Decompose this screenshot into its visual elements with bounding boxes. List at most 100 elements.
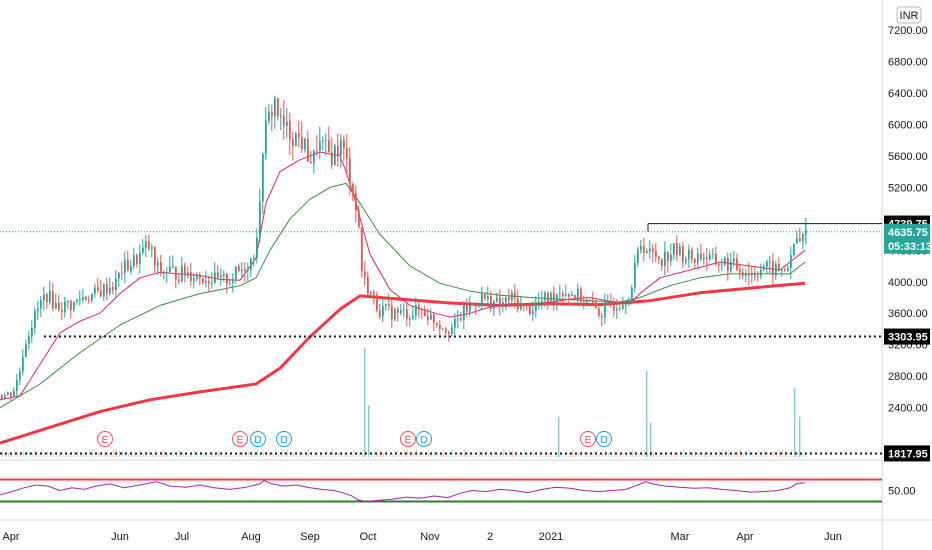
volume-bar <box>104 453 106 457</box>
volume-bar <box>620 452 622 457</box>
candle-body <box>19 371 21 381</box>
candle-body <box>160 262 162 274</box>
candle-body <box>352 184 354 194</box>
volume-bar <box>218 450 220 457</box>
price-tick-label: 5200.00 <box>888 182 928 194</box>
candle-body <box>58 302 60 311</box>
time-tick-label: Sep <box>300 531 320 543</box>
candle-body <box>28 336 30 345</box>
currency-badge[interactable] <box>896 6 922 24</box>
candle-body <box>49 291 51 303</box>
candle-body <box>436 322 438 325</box>
event-circle <box>596 431 612 447</box>
volume-bar <box>587 452 589 457</box>
volume-bar <box>71 452 73 457</box>
dividend-event-marker: D <box>276 431 292 447</box>
volume-bar <box>389 454 391 457</box>
volume-bar <box>17 453 19 457</box>
candle-body <box>67 300 69 302</box>
candle-body <box>649 248 651 252</box>
volume-bar <box>401 453 403 457</box>
volume-bar <box>317 453 319 457</box>
volume-bar <box>476 453 478 457</box>
volume-bar <box>524 451 526 457</box>
candle-body <box>520 303 522 310</box>
volume-bar <box>137 454 139 457</box>
price-tick-label: 2400.00 <box>888 403 928 415</box>
rsi-pane: 50.00 <box>0 478 916 503</box>
candle-body <box>205 281 207 283</box>
volume-bar <box>626 452 628 457</box>
volume-bar <box>293 452 295 457</box>
volume-bar <box>188 454 190 457</box>
candle-body <box>61 310 63 313</box>
volume-bar <box>347 454 349 457</box>
candle-body <box>631 287 633 303</box>
candle-body <box>757 275 759 277</box>
candle-body <box>211 282 213 284</box>
earnings-event-marker: E <box>232 431 248 447</box>
candle-body <box>151 247 153 249</box>
volume-bar <box>284 451 286 457</box>
volume-bar <box>62 452 64 457</box>
volume-bar <box>509 449 511 457</box>
candle-body <box>625 304 627 306</box>
event-circle <box>232 431 248 447</box>
candle-body <box>298 133 300 138</box>
candle-body <box>433 314 435 323</box>
candle-body <box>139 252 141 264</box>
event-circle <box>97 431 113 447</box>
candle-body <box>124 259 126 273</box>
candle-body <box>568 294 570 297</box>
candle-body <box>595 301 597 309</box>
rsi-tick-label: 50.00 <box>888 486 916 498</box>
candle-body <box>388 304 390 307</box>
candle-body <box>379 310 381 317</box>
candle-body <box>292 139 294 147</box>
volume-bar <box>716 454 718 457</box>
candle-body <box>187 271 189 276</box>
candle-body <box>52 291 54 309</box>
volume-bar <box>290 454 292 457</box>
candle-body <box>136 255 138 264</box>
event-label: E <box>237 435 244 446</box>
candle-body <box>721 264 723 266</box>
volume-bar <box>185 453 187 457</box>
candle-body <box>334 145 336 166</box>
candle-body <box>742 272 744 276</box>
candle-body <box>523 303 525 305</box>
volume-bar <box>656 452 658 457</box>
volume-bar <box>278 451 280 457</box>
candle-body <box>616 308 618 311</box>
candle-body <box>517 298 519 310</box>
candle-body <box>238 266 240 271</box>
volume-bar <box>128 453 130 457</box>
volume-bar <box>494 451 496 457</box>
candle-body <box>478 304 480 307</box>
candle-body <box>145 241 147 248</box>
candle-body <box>322 140 324 142</box>
candle-body <box>619 308 621 310</box>
volume-bar <box>311 454 313 457</box>
candle-body <box>598 308 600 316</box>
candle-body <box>775 263 777 276</box>
candle-body <box>658 256 660 259</box>
volume-bar <box>428 450 430 457</box>
earnings-event-marker: E <box>580 431 596 447</box>
last-price-tag-label: 4635.75 <box>888 227 928 239</box>
volume-bar <box>314 453 316 457</box>
candle-body <box>316 150 318 152</box>
earnings-event-marker: E <box>400 431 416 447</box>
candle-body <box>442 328 444 330</box>
candle-body <box>82 296 84 300</box>
volume-bar <box>638 453 640 457</box>
candle-body <box>637 250 639 263</box>
event-label: D <box>254 435 261 446</box>
volume-bar <box>410 453 412 457</box>
volume-bar <box>146 452 148 457</box>
time-axis[interactable]: Apr Jun Jul Aug Sep Oct Nov 2 2021 Mar Apr Jun <box>2 531 841 543</box>
candle-body <box>730 261 732 271</box>
volume-bar <box>143 454 145 457</box>
event-circle <box>400 431 416 447</box>
